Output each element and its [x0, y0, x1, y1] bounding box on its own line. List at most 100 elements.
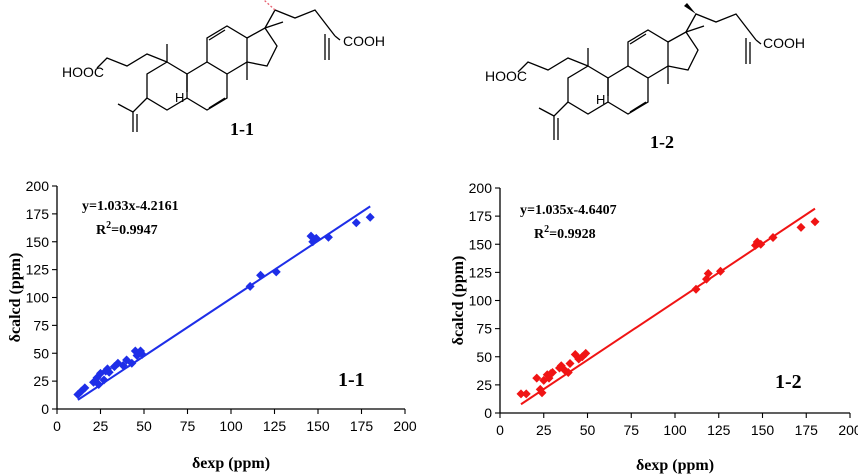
y-axis-title: δcalcd (ppm) [450, 256, 467, 346]
panel-label: 1-1 [338, 369, 365, 391]
x-tick-label: 150 [306, 418, 330, 434]
regression-equation: y=1.035x-4.6407 [520, 203, 617, 218]
y-tick-label: 25 [33, 373, 49, 389]
x-tick-label: 75 [623, 422, 639, 438]
data-point [94, 379, 104, 389]
bond-skeleton [96, 9, 341, 132]
scatter-chart-1-2: 0 25 50 75 100 125 150 175 200 0 25 50 75 100 125 150 17… [450, 180, 858, 474]
regression-line [77, 205, 371, 401]
y-tick-label: 150 [26, 234, 50, 250]
x-tick-label: 0 [53, 418, 61, 434]
data-point [311, 233, 321, 243]
bond-skeleton [517, 13, 762, 140]
data-point [716, 266, 725, 276]
x-tick-label: 50 [580, 422, 596, 438]
hooc-label: HOOC [62, 64, 104, 80]
y-tick-label: 150 [469, 236, 493, 252]
y-tick-label: 100 [26, 290, 50, 306]
y-tick-label: 175 [26, 206, 50, 222]
cooh-label: COOH [763, 35, 805, 51]
structure-label: 1-2 [650, 132, 674, 152]
h-label: H [175, 90, 184, 105]
y-tick-label: 0 [484, 405, 492, 421]
r-squared-superscript: 2 [544, 224, 549, 235]
r-squared-superscript: 2 [106, 220, 111, 231]
data-point [104, 367, 114, 377]
y-axis-title: δcalcd (ppm) [7, 253, 24, 343]
data-point [703, 269, 713, 278]
data-point [532, 373, 542, 383]
x-tick-label: 175 [795, 422, 819, 438]
molecule-structure-1-1: HOOC COOH H 1-1 [62, 0, 385, 139]
y-tick-label: 200 [469, 180, 493, 196]
data-point [537, 388, 547, 398]
x-tick-label: 50 [136, 418, 152, 434]
x-tick-label: 25 [536, 422, 552, 438]
data-point [581, 348, 591, 358]
r-squared-value: =0.9928 [549, 227, 595, 242]
x-tick-label: 200 [393, 418, 417, 434]
x-tick-label: 0 [496, 422, 504, 438]
data-point [256, 270, 266, 280]
x-axis-title: δexp (ppm) [636, 457, 714, 474]
wedge-methyl-bond [684, 3, 696, 14]
r-squared-label: R2=0.9928 [534, 224, 596, 242]
r-squared-value: =0.9947 [111, 223, 157, 238]
data-point [245, 281, 255, 291]
data-point [810, 217, 820, 227]
data-point [323, 232, 333, 242]
x-tick-label: 175 [350, 418, 374, 434]
x-tick-label: 125 [707, 422, 731, 438]
h-label: H [596, 92, 605, 107]
data-point [271, 267, 281, 277]
regression-equation: y=1.033x-4.2161 [82, 199, 179, 214]
x-tick-label: 75 [180, 418, 196, 434]
data-point [127, 358, 137, 368]
x-axis-title: δexp (ppm) [192, 455, 270, 472]
data-point [768, 233, 778, 242]
x-tick-label: 100 [663, 422, 687, 438]
hooc-label: HOOC [485, 68, 527, 84]
y-tick-label: 125 [469, 264, 493, 280]
y-tick-label: 175 [469, 208, 493, 224]
r-squared-label: R2=0.9947 [96, 220, 158, 238]
y-tick-label: 25 [476, 377, 492, 393]
x-tick-label: 100 [219, 418, 243, 434]
x-tick-label: 25 [93, 418, 109, 434]
y-tick-label: 0 [41, 401, 49, 417]
molecule-structure-1-2: HOOC COOH H 1-2 [485, 3, 805, 152]
x-tick-label: 150 [751, 422, 775, 438]
scatter-chart-1-1: 0 25 50 75 100 125 150 175 200 0 25 50 75 100 125 150 17… [7, 178, 417, 472]
data-point [548, 368, 557, 377]
y-tick-label: 50 [476, 349, 492, 365]
y-tick-label: 50 [33, 345, 49, 361]
r-squared-prefix: R [534, 227, 545, 242]
data-point [351, 218, 361, 228]
y-tick-label: 100 [469, 293, 493, 309]
data-point [756, 239, 766, 249]
data-point [365, 212, 375, 222]
data-point [796, 222, 806, 232]
data-point [521, 389, 531, 399]
data-point [691, 284, 701, 294]
data-point [516, 389, 526, 399]
r-squared-prefix: R [96, 223, 107, 238]
x-tick-label: 125 [263, 418, 287, 434]
data-point [99, 375, 109, 385]
y-tick-label: 200 [26, 178, 50, 194]
panel-label: 1-2 [775, 371, 802, 393]
y-tick-label: 75 [33, 317, 49, 333]
data-point [565, 359, 575, 368]
hashed-methyl-bond [263, 0, 276, 11]
data-point [80, 383, 90, 393]
data-point [122, 355, 132, 365]
x-tick-label: 200 [838, 422, 858, 438]
cooh-label: COOH [343, 33, 385, 49]
data-point [118, 361, 128, 371]
data-point [563, 368, 573, 377]
structure-label: 1-1 [230, 119, 254, 139]
y-tick-label: 125 [26, 262, 50, 278]
y-tick-label: 75 [476, 321, 492, 337]
data-point [137, 349, 147, 359]
